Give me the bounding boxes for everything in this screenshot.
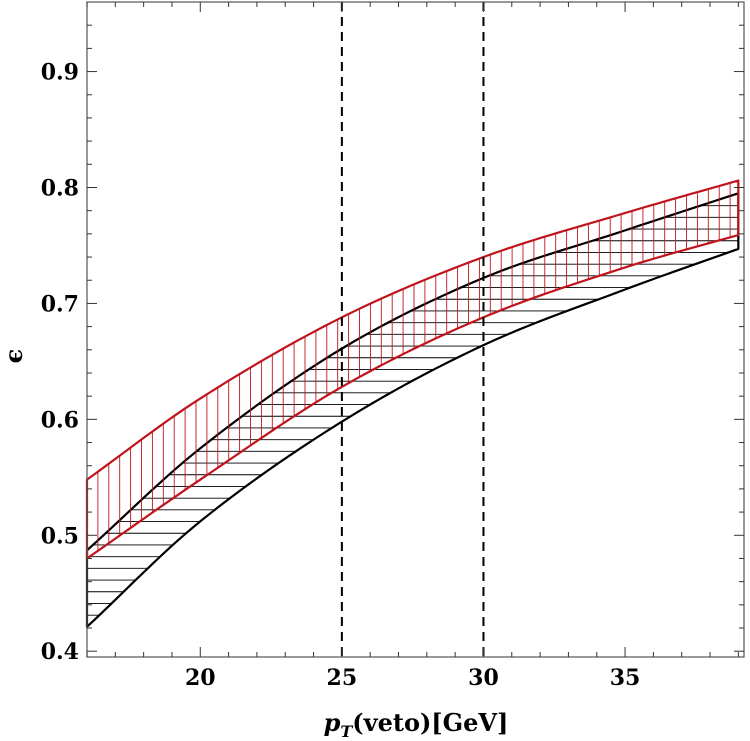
plot-background — [87, 2, 744, 657]
x-tick-label: 25 — [327, 665, 358, 691]
plot-frame — [86, 1, 745, 658]
vertical-reference-lines — [340, 2, 485, 657]
y-tick-label: 0.4 — [41, 639, 79, 665]
x-tick-label: 20 — [185, 665, 216, 691]
y-axis-label: ϵ — [0, 349, 28, 364]
frame-box — [86, 1, 745, 658]
x-tick-label: 35 — [610, 665, 641, 691]
plot-area — [87, 2, 744, 657]
x-axis: 20 25 30 35 — [86, 2, 739, 691]
x-tick-label: 30 — [468, 665, 499, 691]
x-axis-label: pT(veto)[GeV] — [324, 708, 509, 741]
y-tick-label: 0.9 — [41, 60, 79, 86]
x-axis-label-main: p — [324, 708, 341, 737]
band-2-outline — [85, 179, 740, 560]
y-axis: 0.4 0.5 0.6 0.7 0.8 0.9 — [41, 24, 744, 665]
band-1-outline — [85, 192, 740, 628]
x-axis-label-rest: (veto)[GeV] — [352, 708, 508, 737]
y-tick-label: 0.8 — [41, 175, 79, 201]
y-tick-label: 0.7 — [41, 291, 79, 317]
y-tick-label: 0.6 — [41, 407, 79, 433]
y-tick-label: 0.5 — [41, 523, 79, 549]
x-axis-label-sub: T — [340, 722, 353, 741]
